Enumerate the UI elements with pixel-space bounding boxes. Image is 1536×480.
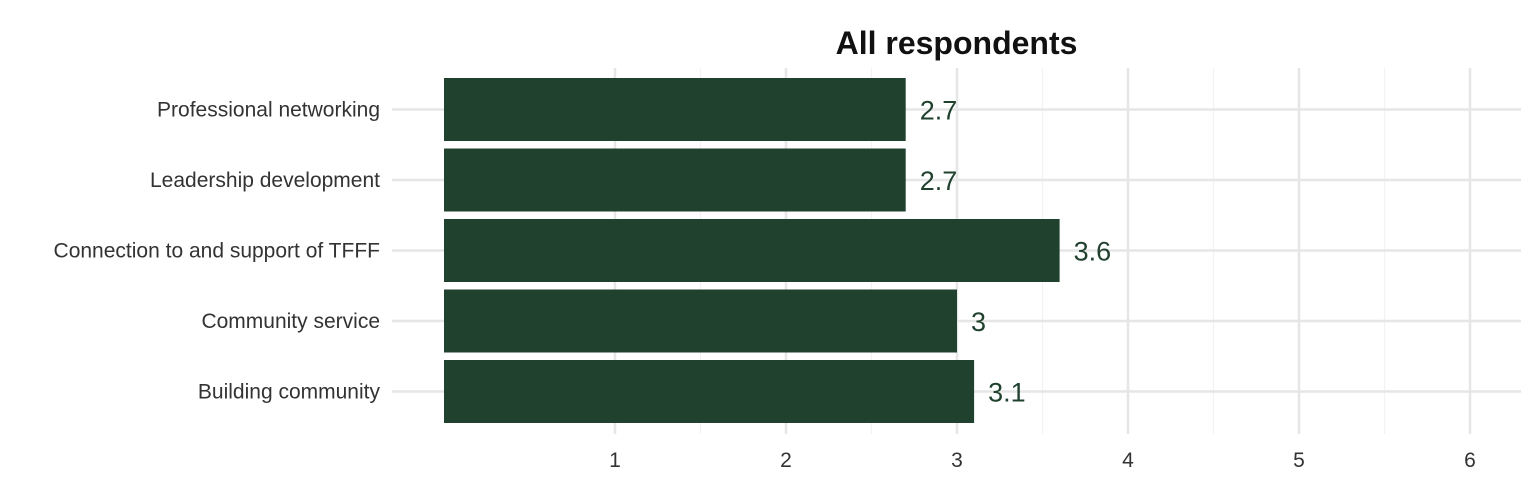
category-label: Connection to and support of TFFF <box>54 240 380 263</box>
chart-title: All respondents <box>836 25 1078 61</box>
y-axis-categories: Professional networking Leadership develo… <box>54 99 381 404</box>
bar-value-label: 2.7 <box>920 166 958 196</box>
x-tick-label: 5 <box>1293 449 1305 472</box>
x-tick-label: 1 <box>609 449 621 472</box>
bar <box>444 219 1060 282</box>
bar-value-label: 3.6 <box>1074 237 1112 267</box>
bar <box>444 78 906 141</box>
bars-layer <box>444 78 1060 423</box>
bar <box>444 289 957 353</box>
x-tick-label: 6 <box>1464 449 1476 472</box>
category-label: Building community <box>198 381 381 404</box>
category-label: Professional networking <box>157 99 380 122</box>
labels-layer: 2.7 2.7 3.6 3 3.1 <box>920 96 1111 408</box>
bar <box>444 360 975 423</box>
x-tick-label: 4 <box>1122 449 1134 472</box>
bar <box>444 148 906 212</box>
bar-value-label: 3 <box>971 307 986 337</box>
bar-value-label: 3.1 <box>988 378 1026 408</box>
category-label: Leadership development <box>150 169 380 192</box>
x-tick-label: 2 <box>780 449 792 472</box>
bar-value-label: 2.7 <box>920 96 958 126</box>
x-tick-label: 3 <box>951 449 963 472</box>
x-axis-ticks: 1 2 3 4 5 6 <box>609 449 1476 472</box>
category-label: Community service <box>201 310 380 333</box>
